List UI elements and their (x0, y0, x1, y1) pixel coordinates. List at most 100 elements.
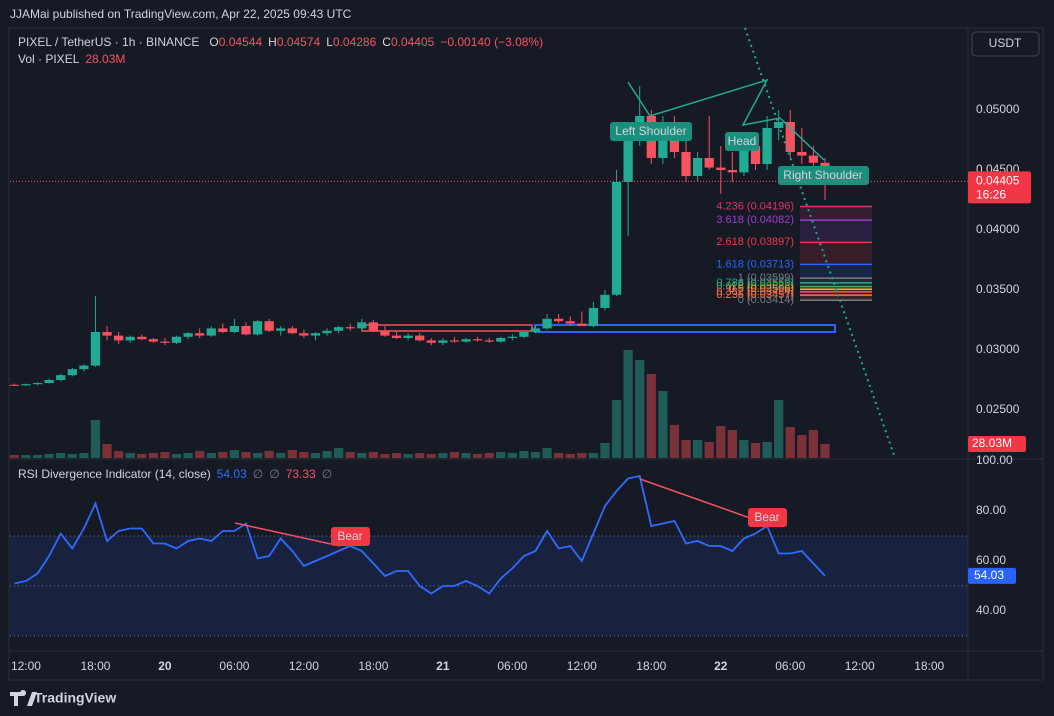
volume-bar (299, 452, 309, 458)
frame (8, 27, 1044, 681)
candle-body (461, 339, 471, 342)
volume-bar (785, 427, 795, 458)
candle-body (148, 339, 158, 342)
x-tick-label: 18:00 (636, 659, 666, 673)
rsi-tick-label: 40.00 (976, 603, 1006, 617)
volume-readout: 28.03M (85, 52, 125, 66)
x-tick-label: 21 (436, 659, 450, 673)
fib-zone (800, 206, 872, 221)
volume-bar (600, 443, 610, 458)
fib-label: 0.786 (0.03559) (716, 277, 794, 289)
candle-body (368, 322, 379, 331)
fib-label: 2.618 (0.03897) (716, 236, 794, 248)
candle-body (658, 127, 668, 158)
candle-body (334, 327, 344, 331)
fib-label: 3.618 (0.04082) (716, 214, 794, 226)
legend-rsi: RSI Divergence Indicator (14, close) 54.0… (18, 467, 332, 481)
candle-body (345, 327, 355, 329)
currency-button[interactable] (971, 31, 1040, 57)
last-price-box (968, 171, 1031, 204)
volume-bar (276, 453, 286, 458)
candle-body (32, 382, 43, 385)
volume-bar (646, 374, 656, 458)
volume-name: Vol · PIXEL (18, 52, 80, 66)
rsi-band (10, 536, 968, 636)
rsi-box (968, 567, 1016, 584)
rsi-tick-label: 60.00 (976, 553, 1006, 567)
rsi-tick-label: 100.00 (976, 453, 1013, 467)
brand: TradingView (34, 690, 116, 706)
ohlc-value: 0.04544 (219, 35, 263, 49)
volume-bar (554, 453, 564, 458)
volume-box (968, 435, 1026, 452)
candle-body (241, 325, 251, 335)
fib-zone (800, 220, 872, 243)
volume-bar (426, 454, 436, 458)
x-tick-label: 12:00 (845, 659, 875, 673)
candle-body (403, 335, 413, 338)
volume-label: 28.03M (972, 436, 1012, 450)
candle-body (56, 375, 66, 380)
volume-bar (241, 452, 251, 458)
rsi-value-label: 54.03 (974, 568, 1004, 582)
candle-body (299, 333, 309, 336)
volume-bar (704, 442, 714, 458)
candle-body (310, 333, 321, 336)
y-tick-label: 0.05000 (976, 102, 1020, 116)
volume-bar (113, 451, 124, 458)
ohlc-value: 0.04405 (391, 35, 435, 49)
fib-zone (800, 264, 872, 279)
rsi-tick-label: 80.00 (976, 503, 1006, 517)
volume-bar (403, 454, 413, 458)
candle-body (704, 157, 714, 168)
volume-bar (380, 454, 390, 458)
volume-bar (148, 453, 158, 458)
volume-bar (345, 452, 355, 458)
ohlc-key: L (326, 35, 333, 49)
volume-bar (820, 443, 830, 458)
candle-body (507, 336, 517, 338)
rsi-readout: ∅ (322, 467, 332, 481)
candle-body (739, 145, 749, 173)
candle-body (160, 341, 170, 343)
ohlc-key: H (268, 35, 277, 49)
y-tick-label: 0.04000 (976, 222, 1020, 236)
x-tick-label: 20 (158, 659, 172, 673)
volume-bar (658, 391, 668, 458)
ohlc: O0.04544 H0.04574 L0.04286 C0.04405 (209, 35, 434, 49)
fib-label: 0.382 (0.03484) (716, 286, 794, 298)
candle-body (391, 335, 402, 338)
x-tick-label: 12:00 (289, 659, 319, 673)
volume-bar (137, 454, 147, 458)
symbol: PIXEL / TetherUS · 1h · BINANCE (18, 35, 199, 49)
y-tick-label: 0.02500 (976, 402, 1020, 416)
candle-body (218, 328, 228, 332)
pattern-label-box (610, 122, 692, 141)
candle-body (438, 340, 448, 343)
currency[interactable]: USDT (989, 36, 1022, 50)
change: −0.00140 (−3.08%) (440, 35, 543, 49)
ohlc-key: C (382, 35, 391, 49)
volume-bar (32, 455, 43, 458)
pattern-outline (627, 78, 825, 161)
volume-bar (206, 453, 216, 458)
candle-body (681, 151, 691, 176)
candle-body (577, 323, 587, 326)
volume-bar (438, 453, 448, 458)
candle-body (229, 325, 240, 332)
volume-bar (67, 454, 77, 458)
candle-body (125, 336, 135, 341)
x-tick-label: 12:00 (11, 659, 41, 673)
signal-label: Bear (337, 529, 362, 543)
fib-label: 0.236 (0.03457) (716, 289, 794, 301)
axes-layer: 0.025000.030000.035000.040000.045000.050… (10, 102, 1031, 673)
volume-bar (519, 451, 529, 458)
candle-body (183, 333, 193, 337)
volume-bar (287, 450, 297, 458)
volume-bar (90, 420, 101, 458)
volume-bar (808, 430, 819, 458)
fib-zone (800, 286, 872, 290)
rsi-readout: ∅ (269, 467, 279, 481)
fib-label: 1 (0.03599) (738, 272, 794, 284)
fib-label: 4.236 (0.04196) (716, 200, 794, 212)
